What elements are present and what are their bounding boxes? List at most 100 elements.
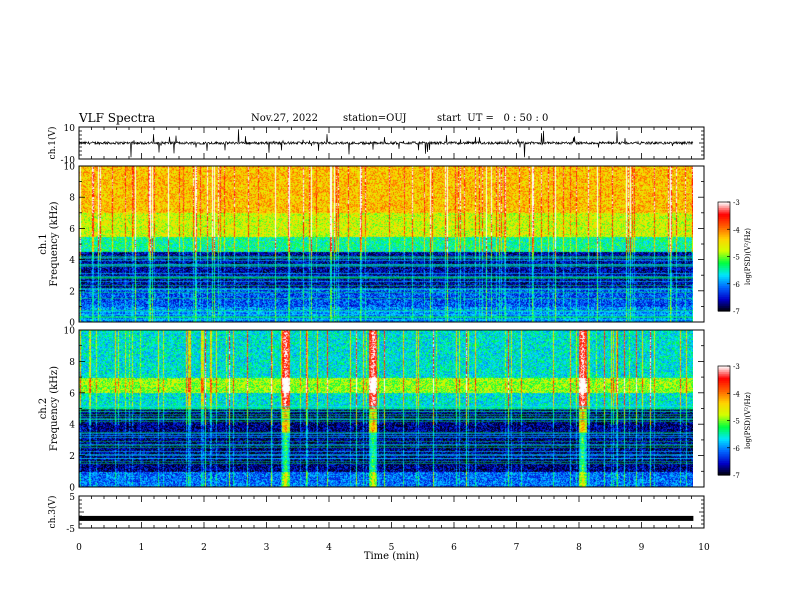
- ch3-trace: [79, 515, 694, 521]
- colorbar-segment: [718, 227, 730, 230]
- x-tick-label: 4: [326, 543, 332, 553]
- colorbar-segment: [718, 309, 730, 312]
- colorbar-segment: [718, 274, 730, 278]
- colorbar-segment: [718, 460, 730, 463]
- colorbar-segment: [718, 422, 730, 425]
- colorbar-segment: [718, 436, 730, 440]
- y-tick-label: 4: [69, 421, 75, 431]
- colorbar-segment: [718, 369, 730, 373]
- colorbar-segment: [718, 451, 730, 454]
- colorbar-segment: [718, 465, 730, 469]
- colorbar-segment: [718, 209, 730, 212]
- x-tick-label: 6: [451, 543, 457, 553]
- colorbar-segment: [718, 424, 730, 427]
- colorbar-segment: [718, 229, 730, 232]
- colorbar-segment: [718, 398, 730, 402]
- colorbar-segment: [718, 258, 730, 261]
- colorbar-segment: [718, 261, 730, 265]
- colorbar-segment: [718, 303, 730, 307]
- panel-3: 0 2 4 6 8 10 ch.2Frequency (kHz): [38, 327, 705, 494]
- colorbar-segment: [718, 456, 730, 460]
- colorbar-segment: [718, 373, 730, 376]
- colorbar-segment: [718, 265, 730, 268]
- colorbar-segment: [718, 384, 730, 387]
- start-time-label: start UT = 0 : 50 : 0: [437, 113, 549, 124]
- colorbar-segment: [718, 205, 730, 209]
- colorbar-segment: [718, 294, 730, 298]
- colorbar-segment: [718, 447, 730, 451]
- colorbar-segment: [718, 247, 730, 250]
- colorbar-segment: [718, 276, 730, 279]
- colorbar-segment: [718, 375, 730, 378]
- colorbar-segment: [718, 376, 730, 380]
- colorbar-segment: [718, 292, 730, 296]
- colorbar-segment: [718, 413, 730, 416]
- y-tick-label: 0: [69, 319, 75, 329]
- x-tick-label: 7: [514, 543, 520, 553]
- colorbar-segment: [718, 223, 730, 227]
- ch1-trace: [78, 129, 694, 158]
- colorbar-segment: [718, 391, 730, 394]
- colorbar-segment: [718, 232, 730, 236]
- colorbar-tick-label: -3: [733, 199, 740, 207]
- colorbar-label: log(PSD)(V²/Hz): [744, 228, 752, 285]
- colorbar-segment: [718, 420, 730, 423]
- colorbar-tick-label: -6: [733, 281, 740, 289]
- colorbar-segment: [718, 236, 730, 239]
- x-tick-label: 9: [639, 543, 645, 553]
- colorbar-segment: [718, 473, 730, 476]
- colorbar-segment: [718, 252, 730, 256]
- colorbar-segment: [718, 287, 730, 290]
- colorbar-tick-label: -4: [733, 226, 740, 234]
- colorbar-segment: [718, 427, 730, 431]
- colorbar-segment: [718, 305, 730, 308]
- colorbar-segment: [718, 202, 730, 205]
- colorbar-segment: [718, 249, 730, 252]
- x-tick-label: 1: [139, 543, 145, 553]
- colorbar-segment: [718, 278, 730, 281]
- x-tick-label: 10: [698, 543, 710, 553]
- colorbar-segment: [718, 393, 730, 396]
- y-tick-label: 8: [69, 194, 75, 204]
- colorbar-segment: [718, 429, 730, 432]
- ch1-spec-ylabel: ch.1Frequency (kHz): [38, 201, 60, 286]
- colorbar-tick-label: -7: [733, 308, 740, 316]
- colorbar-segment: [718, 416, 730, 420]
- colorbar-segment: [718, 243, 730, 247]
- colorbar-segment: [718, 402, 730, 405]
- colorbar-segment: [718, 407, 730, 411]
- colorbar-segment: [718, 225, 730, 229]
- y-tick-label: 10: [64, 327, 76, 337]
- colorbar-segment: [718, 240, 730, 243]
- colorbar-tick-label: -7: [733, 472, 740, 480]
- colorbar-segment: [718, 431, 730, 434]
- colorbar-tick-label: -4: [733, 390, 740, 398]
- colorbar-segment: [718, 464, 730, 467]
- colorbar-segment: [718, 254, 730, 258]
- colorbar-segment: [718, 385, 730, 389]
- colorbar-segment: [718, 307, 730, 310]
- colorbar-segment: [718, 371, 730, 374]
- colorbar-tick-label: -5: [733, 254, 740, 262]
- colorbar-segment: [718, 433, 730, 436]
- colorbar-segment: [718, 445, 730, 449]
- ch3-wave-frame: [78, 495, 705, 529]
- colorbar-segment: [718, 221, 730, 225]
- panel-4: 5 -5 ch.3(V): [47, 493, 705, 535]
- colorbar-segment: [718, 289, 730, 292]
- colorbar-segment: [718, 387, 730, 391]
- y-tick-label: 5: [69, 493, 75, 503]
- colorbar-segment: [718, 216, 730, 219]
- colorbar-segment: [718, 281, 730, 285]
- colorbar-segment: [718, 442, 730, 445]
- colorbar-segment: [718, 296, 730, 299]
- colorbar-segment: [718, 409, 730, 413]
- colorbar-segment: [718, 469, 730, 472]
- colorbar-segment: [718, 405, 730, 409]
- y-tick-label: -5: [66, 525, 75, 535]
- colorbar-segment: [718, 245, 730, 249]
- x-tick-label: 8: [576, 543, 582, 553]
- colorbar-segment: [718, 212, 730, 216]
